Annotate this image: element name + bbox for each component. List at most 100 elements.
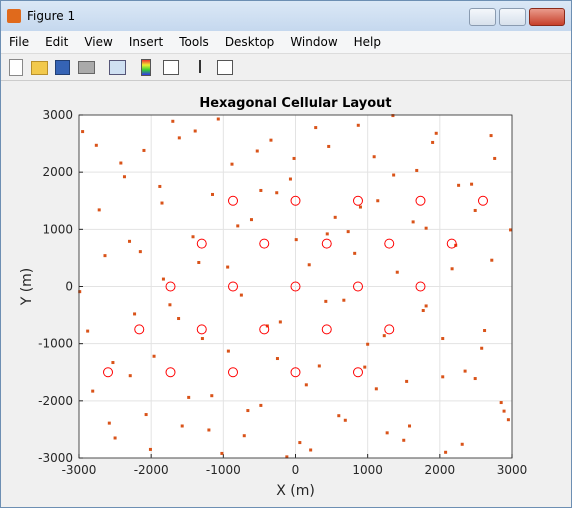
base-station — [165, 281, 176, 292]
base-station — [103, 367, 114, 378]
user-point — [187, 395, 191, 399]
user-point — [460, 442, 464, 446]
menu-item[interactable]: File — [9, 35, 30, 49]
menu-item[interactable]: Help — [353, 35, 381, 49]
base-station — [290, 367, 301, 378]
user-point — [363, 365, 367, 369]
user-point — [441, 337, 445, 341]
user-point — [457, 183, 461, 187]
chart-title: Hexagonal Cellular Layout — [199, 96, 391, 111]
user-point — [402, 438, 406, 442]
menu-item[interactable]: View — [84, 35, 113, 49]
maximize-button[interactable] — [499, 8, 526, 26]
user-point — [97, 208, 101, 212]
x-tick-label: -3000 — [62, 463, 97, 477]
base-station — [446, 238, 457, 249]
link-icon[interactable] — [109, 60, 126, 75]
user-point — [193, 129, 197, 133]
user-point — [226, 349, 230, 353]
user-point — [144, 413, 148, 417]
base-station — [228, 281, 239, 292]
user-point — [376, 199, 380, 203]
minimize-button[interactable] — [469, 8, 496, 26]
user-point — [236, 224, 240, 228]
user-point — [111, 361, 115, 365]
save-icon[interactable] — [55, 60, 70, 75]
user-point — [372, 155, 376, 159]
user-point — [294, 238, 298, 242]
user-point — [415, 168, 419, 172]
menu-item[interactable]: Edit — [45, 35, 69, 49]
user-point — [480, 346, 484, 350]
user-point — [366, 342, 370, 346]
user-point — [249, 218, 253, 222]
user-point — [337, 414, 341, 418]
window-title: Figure 1 — [27, 9, 76, 23]
user-point — [216, 117, 220, 121]
user-point — [220, 451, 224, 455]
x-tick-label: 3000 — [497, 463, 528, 477]
base-station — [352, 281, 363, 292]
legend-icon[interactable] — [163, 60, 179, 75]
user-point — [385, 431, 389, 435]
user-point — [489, 134, 493, 138]
user-point — [490, 258, 494, 262]
user-point — [230, 162, 234, 166]
user-point — [441, 375, 445, 379]
base-station — [134, 324, 145, 335]
user-point — [180, 424, 184, 428]
user-point — [431, 140, 435, 144]
user-point — [285, 455, 289, 459]
user-point — [94, 143, 98, 147]
user-point — [113, 436, 117, 440]
property-icon[interactable] — [217, 60, 233, 75]
user-point — [309, 448, 313, 452]
base-station — [352, 367, 363, 378]
user-point — [160, 201, 164, 205]
user-point — [86, 329, 90, 333]
user-point — [324, 299, 328, 303]
user-point — [168, 303, 172, 307]
user-point — [424, 304, 428, 308]
menu-item[interactable]: Desktop — [224, 35, 275, 49]
user-point — [255, 149, 259, 153]
open-icon[interactable] — [31, 61, 48, 75]
base-station — [196, 238, 207, 249]
user-point — [353, 251, 357, 255]
user-point — [239, 293, 243, 297]
y-tick-label: 1000 — [42, 222, 73, 236]
user-point — [103, 254, 107, 258]
x-tick-label: -2000 — [134, 463, 169, 477]
base-station — [259, 324, 270, 335]
user-point — [346, 230, 350, 234]
base-station — [321, 324, 332, 335]
menu-item[interactable]: Insert — [128, 35, 164, 49]
user-point — [444, 450, 448, 454]
user-point — [171, 119, 175, 123]
colorbar-icon[interactable] — [141, 59, 151, 76]
user-point — [298, 441, 302, 445]
base-station — [384, 238, 395, 249]
base-station — [259, 238, 270, 249]
y-tick-label: -1000 — [38, 337, 73, 351]
user-point — [275, 357, 279, 361]
new-icon[interactable] — [9, 59, 23, 76]
user-point — [91, 389, 95, 393]
user-point — [275, 191, 279, 195]
user-point — [382, 334, 386, 338]
print-icon[interactable] — [78, 61, 95, 74]
user-point — [242, 434, 246, 438]
user-point — [269, 138, 273, 142]
user-point — [333, 215, 337, 219]
base-station — [228, 367, 239, 378]
user-point — [78, 290, 82, 294]
user-point — [191, 235, 195, 239]
pointer-icon[interactable] — [199, 60, 209, 73]
menu-item[interactable]: Window — [290, 35, 338, 49]
menu-item[interactable]: Tools — [179, 35, 209, 49]
user-point — [483, 329, 487, 333]
close-button[interactable] — [529, 8, 565, 26]
base-station — [477, 195, 488, 206]
user-point — [411, 220, 415, 224]
